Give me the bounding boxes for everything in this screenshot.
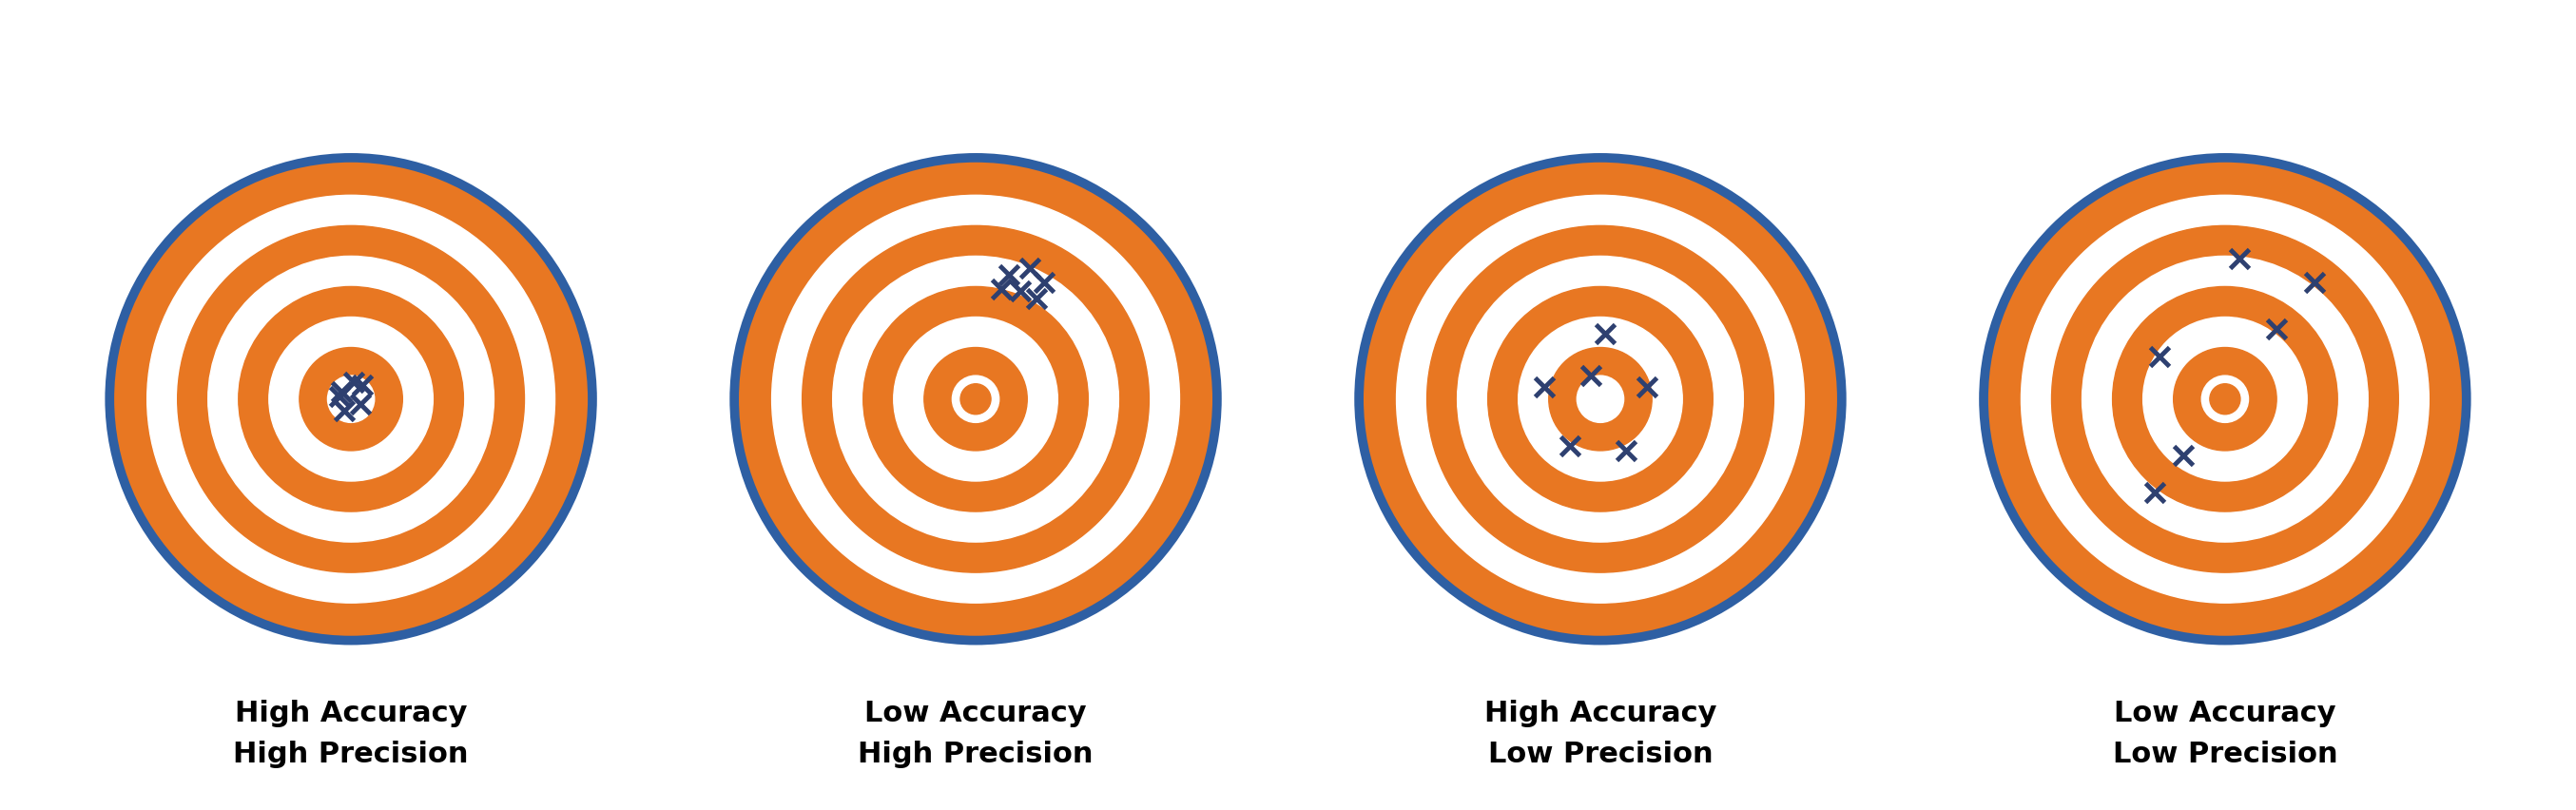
Circle shape (863, 287, 1087, 512)
Circle shape (2174, 347, 2277, 450)
Circle shape (299, 347, 402, 450)
Circle shape (2143, 317, 2308, 481)
Circle shape (327, 376, 374, 423)
Circle shape (240, 287, 464, 512)
Circle shape (953, 376, 999, 423)
Circle shape (1577, 376, 1623, 423)
Circle shape (2081, 256, 2367, 542)
Circle shape (773, 195, 1180, 603)
Circle shape (1991, 164, 2460, 633)
Circle shape (2050, 226, 2398, 573)
Circle shape (961, 384, 992, 414)
Text: High Accuracy
High Precision: High Accuracy High Precision (234, 700, 469, 768)
Text: High Accuracy
Low Precision: High Accuracy Low Precision (1484, 700, 1716, 768)
Text: Low Accuracy
High Precision: Low Accuracy High Precision (858, 700, 1092, 768)
Circle shape (2210, 384, 2241, 414)
Circle shape (111, 158, 592, 641)
Circle shape (147, 195, 554, 603)
Circle shape (1458, 256, 1744, 542)
Circle shape (832, 256, 1118, 542)
Circle shape (2112, 287, 2336, 512)
Circle shape (209, 256, 495, 542)
Circle shape (925, 347, 1028, 450)
Circle shape (1360, 158, 1842, 641)
Circle shape (734, 158, 1216, 641)
Circle shape (2022, 195, 2429, 603)
Circle shape (268, 317, 433, 481)
Circle shape (801, 226, 1149, 573)
Circle shape (2202, 376, 2249, 423)
Circle shape (1365, 164, 1834, 633)
Text: Low Accuracy
Low Precision: Low Accuracy Low Precision (2112, 700, 2336, 768)
Circle shape (742, 164, 1211, 633)
Circle shape (1489, 287, 1713, 512)
Circle shape (1984, 158, 2465, 641)
Circle shape (1427, 226, 1775, 573)
Circle shape (116, 164, 585, 633)
Circle shape (1396, 195, 1803, 603)
Circle shape (178, 226, 526, 573)
Circle shape (1548, 347, 1651, 450)
Circle shape (894, 317, 1059, 481)
Circle shape (1517, 317, 1682, 481)
